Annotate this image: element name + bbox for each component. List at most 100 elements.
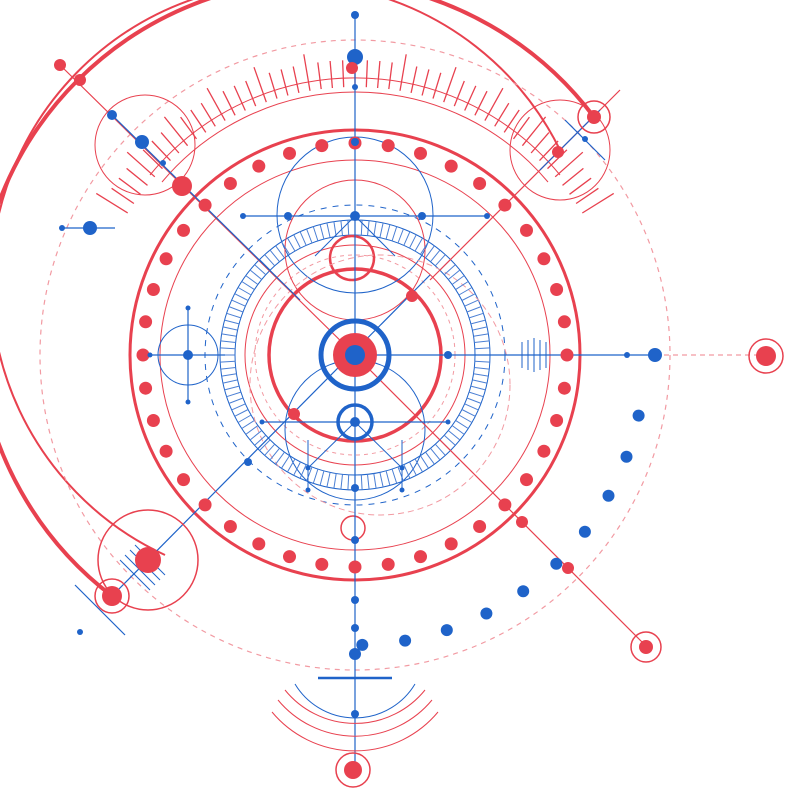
red-ring-dot	[381, 557, 395, 571]
blue-arc-dot	[356, 638, 369, 651]
ruler-tick	[388, 62, 393, 90]
tick-mark	[466, 397, 482, 404]
red-ring-dot	[252, 537, 266, 551]
red-ring-dot	[223, 520, 237, 533]
tick-mark	[287, 458, 296, 473]
axis-node-8	[351, 536, 359, 544]
tick-mark	[306, 228, 313, 244]
lower-blue-ring	[336, 403, 374, 441]
tick-mark	[470, 319, 486, 325]
tick-mark	[403, 231, 411, 246]
ruler-tick	[530, 132, 550, 154]
tick-mark	[425, 451, 435, 465]
ruler-tick	[474, 90, 488, 116]
tick-mark	[474, 367, 490, 370]
ruler-tick	[111, 187, 135, 205]
tick-mark	[241, 419, 255, 429]
red-ring-dot	[139, 381, 153, 395]
ruler-tick	[443, 66, 457, 103]
tick-mark	[373, 221, 377, 237]
ruler-tick	[317, 62, 322, 90]
tick-mark	[466, 306, 482, 313]
red-dot-ring	[136, 136, 574, 574]
axis-node-4	[352, 84, 358, 90]
ll-red-target	[102, 586, 122, 606]
tick-mark	[473, 373, 489, 377]
red-ring-dot	[177, 473, 190, 487]
ruler-tick	[365, 60, 369, 88]
tick-mark	[474, 347, 490, 350]
top-small-red	[328, 234, 376, 282]
tick-mark	[403, 464, 411, 479]
axis-node-2	[347, 49, 363, 65]
ruler-tick	[190, 109, 207, 133]
ruler-tick	[126, 151, 156, 178]
lr-red-2	[562, 562, 574, 574]
tick-mark	[259, 439, 271, 451]
tick-mark	[430, 249, 441, 263]
tick-mark	[333, 473, 337, 489]
tick-mark	[281, 241, 291, 255]
outer-thin-arc	[0, 0, 561, 556]
tick-mark	[326, 472, 331, 488]
tick-mark	[419, 455, 429, 469]
tick-mark	[360, 474, 363, 490]
red-ring-dot	[473, 520, 487, 533]
ll-blue-end	[77, 629, 83, 635]
axis-node-10	[351, 624, 359, 632]
red-ring-dot	[537, 444, 551, 458]
red-ring-dot	[136, 348, 150, 362]
red-ring-dot	[557, 315, 571, 329]
red-ring-dot	[146, 414, 160, 427]
corner-circles	[94, 94, 784, 788]
axis-node-top	[351, 11, 359, 19]
tick-mark	[326, 222, 331, 238]
ruler-tick	[200, 102, 216, 127]
tick-mark	[379, 472, 384, 488]
nodes	[54, 11, 776, 779]
tick-mark	[221, 373, 237, 377]
ruler-tick	[206, 87, 226, 121]
tick-mark	[254, 434, 267, 446]
ruler-tick	[118, 177, 141, 195]
lr-red-target	[639, 640, 653, 654]
ul-red-big	[172, 176, 192, 196]
red-ring-dot	[315, 557, 329, 571]
tick-mark	[269, 447, 280, 461]
tick-mark	[228, 306, 244, 313]
red-ring-dot	[414, 146, 427, 160]
tick-mark	[373, 473, 377, 489]
tick-mark	[264, 443, 276, 456]
red-ring-dot	[159, 444, 173, 458]
top-h-node-3	[418, 212, 426, 220]
diagonal-bottom-left	[74, 584, 126, 636]
tick-mark	[472, 326, 488, 331]
red-ring-dot	[159, 252, 173, 266]
tick-mark	[447, 430, 461, 441]
tick-mark	[333, 221, 337, 237]
ruler-tick	[376, 60, 381, 89]
ruler-tick	[341, 60, 345, 88]
spoke-4	[354, 215, 396, 257]
left-cluster-dot-top	[185, 305, 191, 311]
ruler-tick	[151, 140, 171, 162]
tick-mark	[385, 470, 391, 486]
diag-node-1	[244, 458, 252, 466]
ruler-tick	[399, 54, 407, 91]
spoke-end-4	[399, 487, 405, 493]
tick-mark	[340, 474, 343, 490]
tick-mark	[226, 391, 242, 398]
diag-node-2	[288, 408, 300, 420]
tick-mark	[221, 333, 237, 337]
tick-mark	[391, 468, 398, 484]
ruler-tick	[512, 116, 530, 140]
spoke-end-3	[305, 487, 311, 493]
tick-mark	[275, 245, 285, 259]
red-ring-dot	[520, 223, 533, 237]
tick-mark	[293, 234, 301, 249]
bottom-target	[335, 752, 371, 788]
ruler-tick	[410, 66, 418, 94]
ll-red-big	[135, 547, 161, 573]
red-ring-dot	[498, 498, 512, 512]
